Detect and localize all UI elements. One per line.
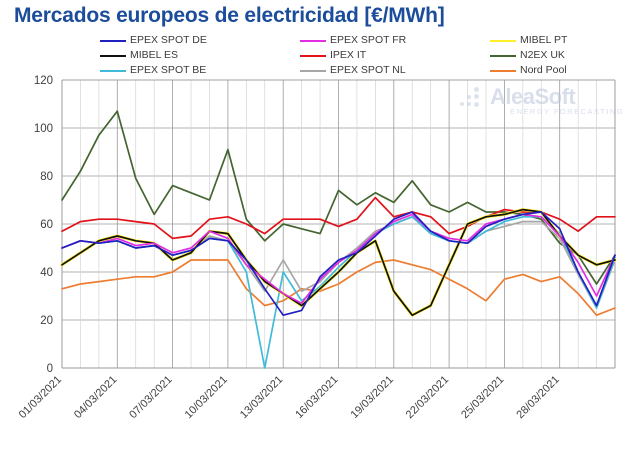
chart-legend: EPEX SPOT DE EPEX SPOT FR MIBEL PT MIBEL… bbox=[100, 33, 620, 79]
legend-item-epex-spot-fr[interactable]: EPEX SPOT FR bbox=[300, 35, 490, 46]
legend-item-epex-spot-nl[interactable]: EPEX SPOT NL bbox=[300, 65, 490, 76]
series-line-nord-pool bbox=[61, 259, 616, 317]
legend-item-mibel-es[interactable]: MIBEL ES bbox=[100, 50, 300, 61]
x-axis-tick-label: 22/03/2021 bbox=[404, 374, 451, 421]
series-line-epex-spot-de bbox=[61, 211, 616, 317]
legend-label-epex-spot-fr: EPEX SPOT FR bbox=[330, 34, 407, 46]
y-axis-tick-label: 60 bbox=[40, 219, 53, 231]
legend-swatch-ipex-it bbox=[300, 54, 326, 57]
legend-swatch-mibel-pt bbox=[490, 39, 516, 42]
x-axis-tick-label: 25/03/2021 bbox=[459, 374, 506, 421]
legend-label-mibel-pt: MIBEL PT bbox=[520, 34, 568, 46]
y-axis-tick-label: 20 bbox=[40, 315, 53, 327]
x-axis-tick-label: 16/03/2021 bbox=[293, 374, 340, 421]
legend-label-mibel-es: MIBEL ES bbox=[130, 49, 179, 61]
x-axis-tick-label: 01/03/2021 bbox=[17, 374, 64, 421]
legend-swatch-n2ex-uk bbox=[490, 54, 516, 57]
legend-swatch-epex-spot-nl bbox=[300, 69, 326, 72]
legend-item-mibel-pt[interactable]: MIBEL PT bbox=[490, 35, 620, 46]
legend-item-epex-spot-de[interactable]: EPEX SPOT DE bbox=[100, 35, 300, 46]
legend-item-n2ex-uk[interactable]: N2EX UK bbox=[490, 50, 620, 61]
legend-label-epex-spot-de: EPEX SPOT DE bbox=[130, 34, 207, 46]
legend-item-nord-pool[interactable]: Nord Pool bbox=[490, 65, 620, 76]
x-axis-tick-label: 07/03/2021 bbox=[127, 374, 174, 421]
legend-swatch-nord-pool bbox=[490, 69, 516, 72]
legend-swatch-epex-spot-be bbox=[100, 69, 126, 72]
chart-title: Mercados europeos de electricidad [€/MWh… bbox=[14, 4, 445, 27]
legend-swatch-epex-spot-fr bbox=[300, 39, 326, 42]
legend-item-ipex-it[interactable]: IPEX IT bbox=[300, 50, 490, 61]
legend-swatch-epex-spot-de bbox=[100, 39, 126, 42]
x-axis-tick-label: 19/03/2021 bbox=[349, 374, 396, 421]
legend-label-ipex-it: IPEX IT bbox=[330, 49, 367, 61]
y-axis-tick-label: 0 bbox=[47, 363, 53, 375]
y-axis-tick-label: 40 bbox=[40, 267, 53, 279]
legend-label-epex-spot-nl: EPEX SPOT NL bbox=[330, 64, 406, 76]
y-axis-tick-label: 120 bbox=[34, 75, 53, 87]
y-axis-tick-label: 80 bbox=[40, 171, 53, 183]
x-axis-tick-label: 28/03/2021 bbox=[514, 374, 561, 421]
legend-label-n2ex-uk: N2EX UK bbox=[520, 49, 565, 61]
legend-label-epex-spot-be: EPEX SPOT BE bbox=[130, 64, 207, 76]
x-axis-tick-label: 04/03/2021 bbox=[72, 374, 119, 421]
y-axis-tick-label: 100 bbox=[34, 123, 53, 135]
x-axis-tick-label: 10/03/2021 bbox=[183, 374, 230, 421]
legend-label-nord-pool: Nord Pool bbox=[520, 64, 567, 76]
legend-item-epex-spot-be[interactable]: EPEX SPOT BE bbox=[100, 65, 300, 76]
legend-swatch-mibel-es bbox=[100, 54, 126, 57]
series-line-ipex-it bbox=[61, 196, 616, 240]
x-axis-tick-label: 13/03/2021 bbox=[238, 374, 285, 421]
